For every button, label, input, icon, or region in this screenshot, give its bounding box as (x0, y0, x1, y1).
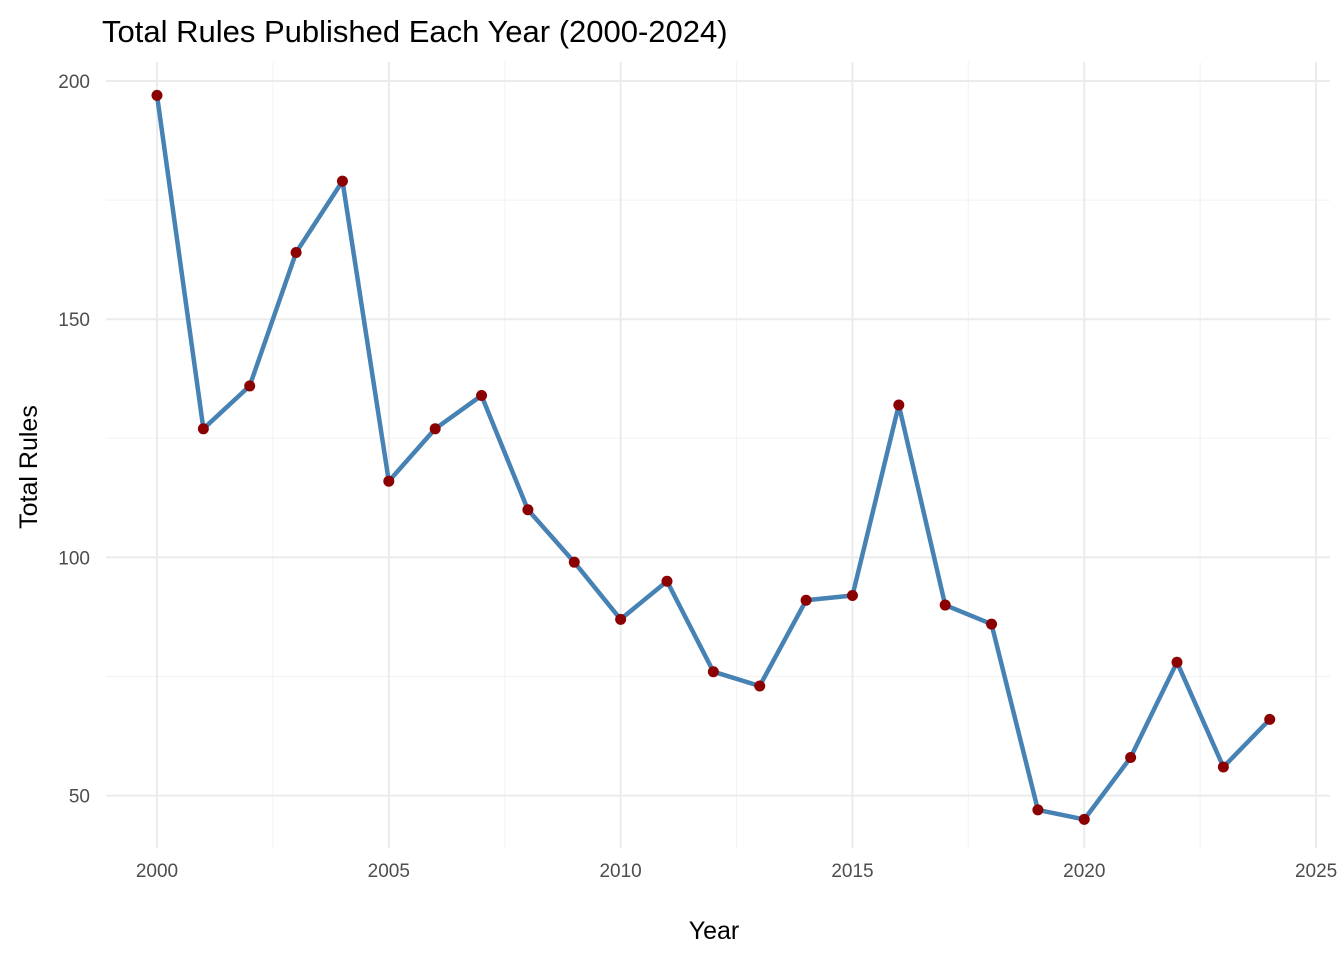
data-point (336, 175, 348, 187)
data-point (846, 590, 858, 602)
x-tick-label: 2025 (1295, 861, 1337, 882)
minor-gridlines (106, 62, 1330, 848)
x-tick-label: 2005 (368, 861, 410, 882)
x-axis-title: Year (689, 917, 740, 945)
y-axis-title: Total Rules (15, 405, 43, 529)
data-point (1264, 713, 1276, 725)
data-point (986, 618, 998, 630)
data-point (383, 475, 395, 487)
x-tick-label: 2020 (1063, 861, 1105, 882)
y-tick-label: 200 (58, 72, 90, 93)
x-axis-tick-labels: 2000 2005 2010 2015 2020 2025 (136, 861, 1337, 882)
data-point (661, 575, 673, 587)
y-tick-label: 100 (58, 548, 90, 569)
data-point (893, 399, 905, 411)
data-point (290, 247, 302, 259)
data-point (1078, 813, 1090, 825)
y-tick-label: 150 (58, 310, 90, 331)
data-point (568, 556, 580, 568)
data-point (939, 599, 951, 611)
data-point (754, 680, 766, 692)
x-tick-label: 2000 (136, 861, 178, 882)
x-tick-label: 2015 (831, 861, 873, 882)
data-point (615, 613, 627, 625)
data-point (197, 423, 209, 435)
data-point (1217, 761, 1229, 773)
x-tick-label: 2010 (599, 861, 641, 882)
data-point (151, 89, 163, 101)
data-point (476, 389, 488, 401)
data-point (244, 380, 256, 392)
data-point (1171, 656, 1183, 668)
chart-title: Total Rules Published Each Year (2000-20… (102, 14, 728, 49)
data-point (707, 666, 719, 678)
data-points-group (151, 89, 1276, 825)
series-line (154, 93, 1272, 822)
data-point (1032, 804, 1044, 816)
y-tick-label: 50 (69, 787, 90, 808)
data-point (1125, 751, 1137, 763)
data-point (429, 423, 441, 435)
data-point (522, 504, 534, 516)
data-point (800, 594, 812, 606)
major-gridlines (106, 62, 1330, 848)
y-axis-tick-labels: 50 100 150 200 (58, 72, 90, 808)
series-line-group (154, 93, 1272, 822)
